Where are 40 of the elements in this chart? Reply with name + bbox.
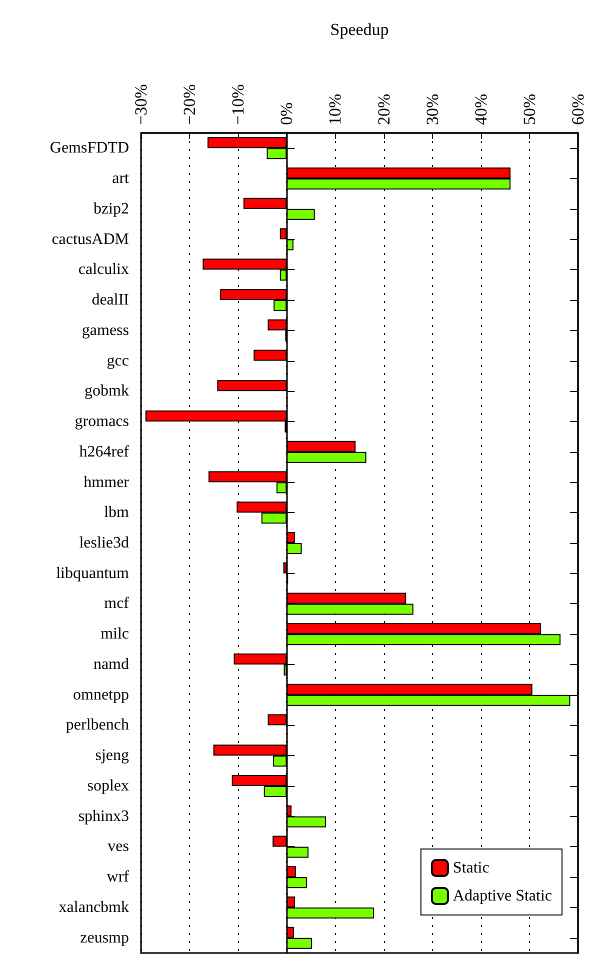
- y-tick-label: gobmk: [84, 382, 129, 400]
- x-tick-label: 30%: [422, 94, 442, 125]
- y-tick-label: wrf: [106, 868, 130, 886]
- y-tick-label: GemsFDTD: [50, 140, 129, 157]
- y-tick-label: xalancbmk: [58, 898, 129, 916]
- y-tick-label: calculix: [78, 261, 129, 278]
- x-tick-label: 20%: [374, 94, 394, 125]
- y-tick-label: mcf: [104, 595, 130, 612]
- x-tick-label: 40%: [471, 94, 490, 125]
- y-tick-label: hmmer: [84, 474, 130, 491]
- y-tick-label: leslie3d: [79, 534, 129, 552]
- x-tick-label: 0%: [277, 102, 296, 125]
- x-tick-label: −10%: [228, 84, 248, 125]
- y-tick-label: cactusADM: [52, 230, 129, 248]
- y-tick-label: zeusmp: [80, 929, 129, 946]
- y-tick-label: milc: [100, 626, 129, 643]
- y-tick-label: art: [112, 170, 130, 188]
- y-tick-label: gamess: [82, 322, 129, 339]
- x-tick-label: 60%: [568, 94, 588, 125]
- y-tick-label: sphinx3: [78, 808, 129, 825]
- y-tick-label: perlbench: [66, 716, 129, 734]
- y-tick-label: lbm: [104, 504, 130, 522]
- x-tick-label: 50%: [520, 94, 539, 125]
- y-tick-label: bzip2: [93, 200, 129, 218]
- x-tick-label: 10%: [326, 94, 345, 125]
- x-tick-label: −20%: [180, 84, 200, 125]
- y-tick-label: dealII: [92, 292, 129, 309]
- y-tick-label: soplex: [87, 777, 129, 794]
- y-tick-label: sjeng: [95, 747, 129, 764]
- y-tick-label: ves: [108, 838, 129, 856]
- y-tick-label: omnetpp: [73, 686, 129, 704]
- y-tick-label: gromacs: [74, 413, 129, 430]
- legend-label: Static: [452, 860, 490, 876]
- x-tick-label: −30%: [132, 84, 150, 125]
- x-axis-title: Speedup: [330, 20, 389, 39]
- y-tick-label: libquantum: [56, 564, 130, 582]
- y-tick-label: h264ref: [79, 443, 130, 460]
- y-tick-label: namd: [93, 656, 129, 673]
- y-tick-label: gcc: [106, 352, 129, 370]
- legend-label: Adaptive Static: [452, 888, 552, 904]
